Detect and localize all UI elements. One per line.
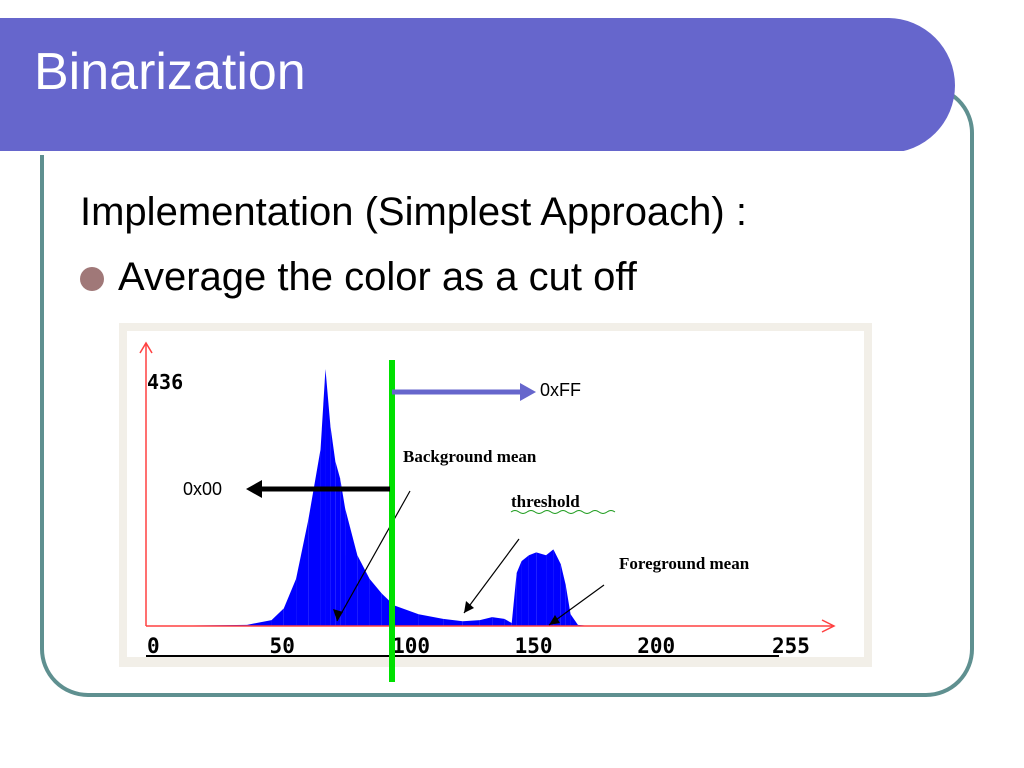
histogram-bar (492, 617, 505, 626)
background-mean-pointer (336, 490, 411, 622)
histogram-bar (345, 508, 358, 626)
histogram-chart: 436 0 50 100 150 200 255 Background mean thre… (119, 323, 872, 667)
histogram-bar (462, 620, 480, 626)
x-tick-label: 50 (270, 634, 295, 658)
histogram-bar (308, 449, 321, 626)
foreground-mean-pointer (548, 584, 605, 626)
x-tick-label: 150 (515, 634, 553, 658)
histogram-bar (504, 618, 512, 626)
foreground-mean-label: Foreground mean (619, 554, 750, 573)
threshold-pointer-head (464, 601, 474, 613)
histogram-bar (536, 552, 547, 626)
histogram-bar (369, 578, 382, 626)
x-tick-label: 255 (772, 634, 810, 658)
histogram-plot-area (127, 331, 864, 657)
histogram-bar (565, 584, 571, 626)
histogram-bar (330, 425, 336, 626)
threshold-label: threshold (511, 492, 580, 511)
bullet-dot-icon (80, 267, 104, 291)
histogram-bar (394, 605, 419, 626)
background-mean-label: Background mean (403, 447, 537, 466)
histogram-bar (570, 614, 578, 626)
histogram-bar (418, 614, 444, 626)
histogram-bar (479, 617, 493, 626)
right-arrow-head-icon (520, 383, 536, 401)
histogram-bar (325, 369, 331, 626)
x-axis-arrowhead (821, 619, 836, 633)
histogram-bar (296, 519, 309, 626)
title-bar (0, 18, 955, 155)
left-arrow-label: 0x00 (183, 479, 223, 499)
histogram-bar (511, 572, 517, 626)
histogram-bar (335, 460, 341, 626)
background-mean-pointer-head (333, 609, 343, 621)
x-tick-label: 0 (147, 634, 160, 658)
histogram-bar (546, 549, 554, 626)
histogram-bar (516, 561, 522, 626)
histogram-bar (283, 578, 297, 626)
x-tick-label: 100 (392, 634, 430, 658)
slide-title: Binarization (34, 43, 306, 101)
x-tick-label: 200 (637, 634, 675, 658)
threshold-pointer (463, 538, 520, 614)
left-arrow-head-icon (246, 480, 262, 498)
y-max-label: 436 (147, 370, 183, 394)
histogram-bar (521, 555, 529, 626)
histogram-bar (553, 549, 561, 626)
histogram-bar (340, 478, 346, 626)
foreground-label-box (613, 545, 863, 585)
x-tick-labels: 0 50 100 150 200 255 (147, 634, 810, 658)
histogram-bar (271, 608, 284, 626)
histogram-bar (357, 555, 370, 626)
histogram-bar (528, 552, 537, 626)
title-underline (0, 151, 905, 155)
bullet-text: Average the color as a cut off (118, 255, 637, 299)
foreground-mean-pointer-head (549, 615, 560, 625)
y-axis-arrowhead (139, 341, 153, 354)
slide-heading: Implementation (Simplest Approach) : (80, 190, 747, 234)
right-arrow-label: 0xFF (540, 380, 582, 400)
threshold-squiggle (510, 510, 616, 514)
histogram-bar (320, 369, 326, 626)
histogram-bar (247, 620, 272, 626)
